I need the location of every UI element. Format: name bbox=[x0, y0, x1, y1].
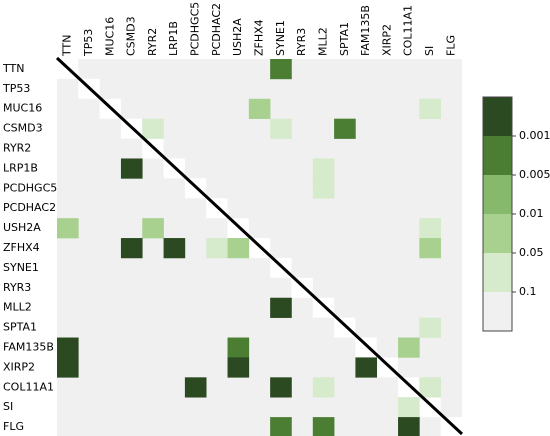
column-label: COL11A1 bbox=[402, 5, 415, 56]
cell bbox=[142, 118, 164, 139]
diagonal-cell bbox=[270, 257, 292, 278]
cell bbox=[270, 59, 292, 80]
cell bbox=[227, 238, 250, 259]
column-label: ZFHX4 bbox=[253, 19, 266, 56]
row-label: MUC16 bbox=[3, 102, 42, 115]
cell bbox=[334, 118, 356, 139]
colorbar-bin bbox=[483, 292, 512, 331]
cell bbox=[398, 337, 420, 358]
colorbar-bin bbox=[483, 136, 512, 175]
column-label: FLG bbox=[444, 35, 457, 56]
column-label: TTN bbox=[61, 35, 74, 57]
column-label: MLL2 bbox=[316, 27, 329, 56]
column-label: RYR3 bbox=[295, 28, 308, 56]
colorbar-bin bbox=[483, 214, 512, 253]
colorbar-label: 0.01 bbox=[519, 207, 544, 220]
cell bbox=[270, 377, 292, 398]
row-label: USH2A bbox=[3, 221, 41, 234]
column-label: SI bbox=[423, 46, 436, 56]
diagonal-cell bbox=[440, 417, 462, 436]
cell bbox=[312, 178, 335, 199]
colorbar-bin bbox=[483, 253, 512, 292]
row-label: MLL2 bbox=[3, 301, 32, 314]
cell bbox=[419, 218, 441, 239]
colorbar: 0.001 0.005 0.01 0.05 0.1 bbox=[482, 96, 550, 332]
column-label: SYNE1 bbox=[274, 20, 287, 56]
column-label: PCDHGC5 bbox=[189, 2, 202, 56]
cell bbox=[419, 238, 441, 259]
diagonal-cell bbox=[376, 357, 399, 378]
cell bbox=[57, 337, 79, 358]
cell bbox=[270, 297, 292, 318]
cell bbox=[227, 337, 250, 358]
diagonal-line bbox=[55, 56, 464, 436]
row-label: RYR3 bbox=[3, 281, 31, 294]
row-label: SYNE1 bbox=[3, 261, 39, 274]
cell bbox=[419, 377, 441, 398]
row-label: PCDHGC5 bbox=[3, 181, 57, 194]
column-label: RYR2 bbox=[146, 28, 159, 56]
row-label: XIRP2 bbox=[3, 360, 35, 373]
column-label: XIRP2 bbox=[380, 24, 393, 56]
cell bbox=[120, 238, 143, 259]
column-label: USH2A bbox=[231, 18, 244, 56]
colorbar-bin bbox=[483, 175, 512, 214]
cell bbox=[419, 317, 441, 338]
diagonal-cell bbox=[398, 377, 420, 398]
diagonal-cell bbox=[312, 297, 335, 318]
column-label: MUC16 bbox=[103, 17, 116, 56]
row-label: TTN bbox=[2, 62, 24, 75]
row-label: FAM135B bbox=[3, 340, 54, 353]
colorbar-label: 0.005 bbox=[519, 168, 550, 181]
cell bbox=[398, 397, 420, 418]
column-label: TP53 bbox=[82, 29, 95, 57]
cell bbox=[142, 218, 164, 239]
column-label: PCDHAC2 bbox=[210, 3, 223, 56]
colorbar-label: 0.1 bbox=[519, 285, 537, 298]
cell bbox=[57, 218, 79, 239]
cell bbox=[270, 417, 292, 436]
cell bbox=[206, 238, 228, 259]
diagonal-cell bbox=[334, 317, 356, 338]
cell bbox=[248, 98, 271, 119]
row-label: PCDHAC2 bbox=[3, 201, 56, 214]
column-label: LRP1B bbox=[167, 21, 180, 56]
row-label: LRP1B bbox=[3, 161, 38, 174]
cell bbox=[355, 357, 378, 378]
cell bbox=[184, 377, 207, 398]
cell bbox=[227, 357, 250, 378]
row-label: CSMD3 bbox=[3, 122, 43, 135]
cell bbox=[312, 158, 335, 179]
colorbar-label: 0.05 bbox=[519, 246, 544, 259]
cell bbox=[120, 158, 143, 179]
cell bbox=[419, 98, 441, 119]
row-label: COL11A1 bbox=[3, 380, 54, 393]
diagonal-cell bbox=[355, 337, 377, 358]
colorbar-bin bbox=[483, 97, 512, 136]
diagonal-cell bbox=[291, 277, 313, 298]
diagonal-cell bbox=[419, 397, 441, 418]
column-label: SPTA1 bbox=[338, 22, 351, 56]
cell bbox=[57, 357, 79, 378]
column-label: FAM135B bbox=[359, 5, 372, 56]
cell bbox=[312, 417, 335, 436]
row-label: TP53 bbox=[2, 82, 30, 95]
row-label: RYR2 bbox=[3, 142, 31, 155]
row-label: SPTA1 bbox=[3, 321, 37, 334]
row-label: SI bbox=[3, 400, 13, 413]
row-label: FLG bbox=[3, 420, 24, 433]
colorbar-label: 0.001 bbox=[519, 129, 550, 142]
cell bbox=[270, 118, 292, 139]
cell bbox=[163, 238, 186, 259]
column-label: CSMD3 bbox=[125, 16, 138, 56]
cell bbox=[312, 377, 335, 398]
row-label: ZFHX4 bbox=[3, 241, 40, 254]
cell bbox=[398, 417, 420, 436]
